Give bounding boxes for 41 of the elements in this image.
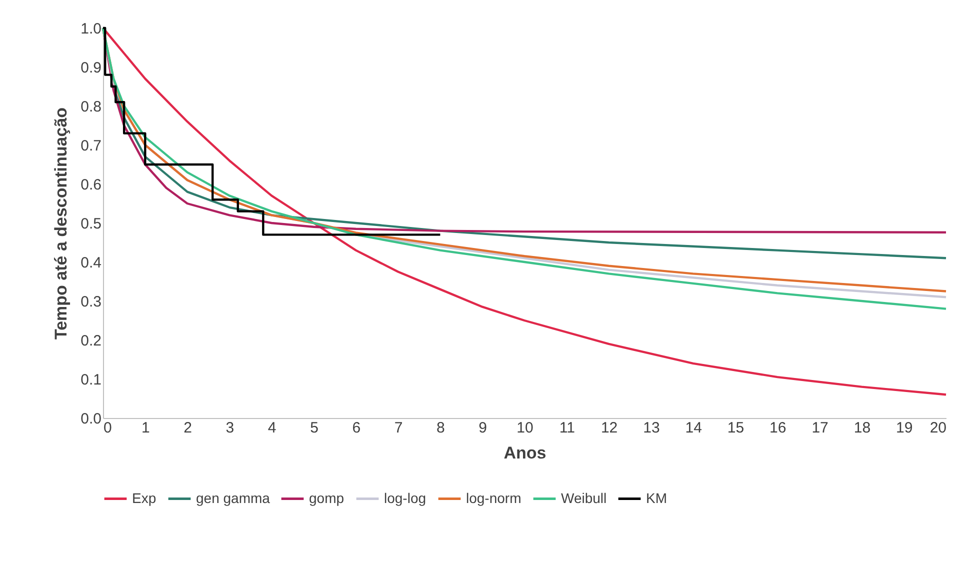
y-tick-label: 0.9 <box>80 60 102 76</box>
y-tick-label: 0.1 <box>80 372 102 388</box>
x-tick-label: 14 <box>685 420 702 436</box>
x-tick-label: 11 <box>559 420 575 436</box>
x-tick-label: 19 <box>896 420 913 436</box>
x-tick-label: 1 <box>141 420 150 436</box>
x-tick-label: 2 <box>184 420 192 436</box>
y-tick-label: 0.8 <box>80 98 102 116</box>
x-tick-label: 10 <box>516 420 534 436</box>
y-tick-label: 1.0 <box>80 20 102 38</box>
x-tick-label: 16 <box>770 420 786 436</box>
y-tick-label: 0.5 <box>80 216 102 232</box>
y-tick-label: 0.2 <box>80 332 102 350</box>
y-axis-title: Tempo até a descontinuação <box>52 107 71 340</box>
x-axis-title: Anos <box>504 444 546 462</box>
x-tick-label: 18 <box>854 420 871 436</box>
x-tick-label: 6 <box>352 420 361 436</box>
legend-label: KM <box>646 490 667 506</box>
x-tick-label: 15 <box>727 420 744 436</box>
x-tick-label: 7 <box>394 420 403 436</box>
x-tick-label: 17 <box>812 420 828 436</box>
legend-label: gomp <box>309 490 344 506</box>
y-tick-label: 0.6 <box>80 176 102 194</box>
legend-label: log-norm <box>466 490 522 506</box>
y-tick-label: 0.4 <box>80 254 102 272</box>
legend-label: log-log <box>384 490 426 506</box>
x-tick-label: 8 <box>436 420 445 436</box>
x-tick-label: 5 <box>310 420 318 436</box>
y-tick-label: 0.0 <box>80 410 102 428</box>
x-tick-label: 3 <box>226 420 234 436</box>
y-tick-label: 0.7 <box>80 138 102 154</box>
legend-label: Exp <box>132 490 156 506</box>
x-tick-label: 20 <box>930 420 946 436</box>
x-tick-label: 4 <box>268 420 276 436</box>
legend-label: gen gamma <box>196 490 270 506</box>
x-tick-label: 12 <box>600 420 618 436</box>
x-tick-label: 13 <box>643 420 660 436</box>
y-tick-label: 0.3 <box>80 294 102 310</box>
x-tick-label: 0 <box>104 420 112 436</box>
legend-label: Weibull <box>561 490 607 506</box>
x-tick-label: 9 <box>478 420 488 436</box>
